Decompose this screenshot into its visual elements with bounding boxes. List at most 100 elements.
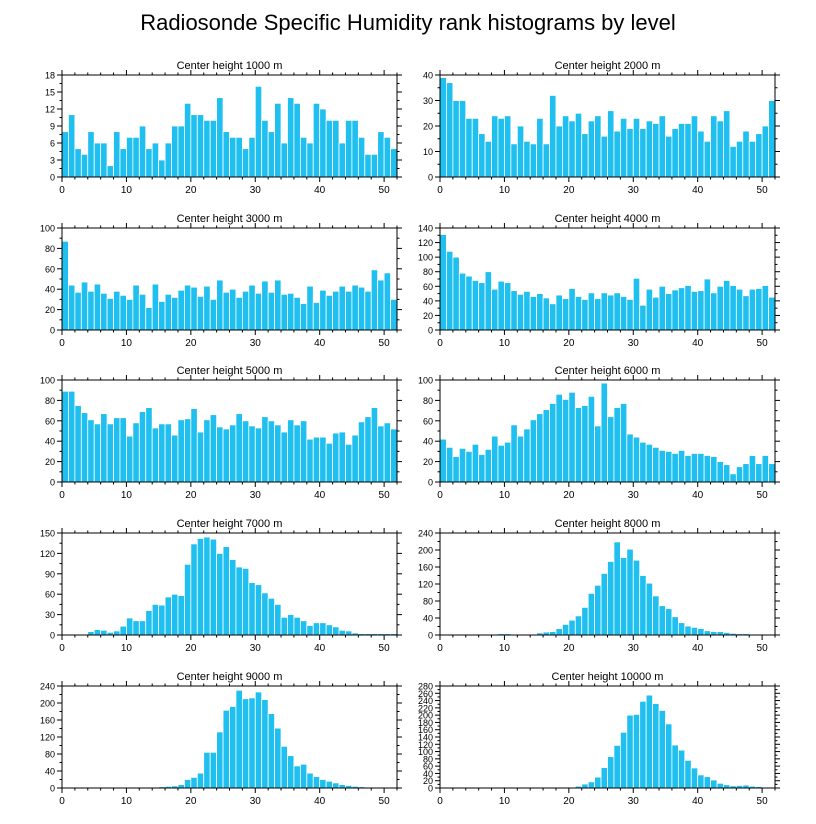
bar — [345, 290, 353, 331]
bar — [536, 117, 544, 178]
bar — [241, 567, 250, 636]
y-tick-label: 12 — [45, 105, 55, 115]
bar — [471, 280, 480, 331]
bar — [364, 153, 372, 178]
bar — [478, 133, 486, 178]
x-tick-label: 10 — [499, 490, 511, 501]
x-tick-label: 20 — [185, 185, 197, 196]
bar — [332, 626, 340, 636]
bar — [684, 455, 692, 483]
bar — [665, 293, 673, 331]
histogram-panel-2: Center height 2000 m 0 10 20 30 40 50 0 10 20 30 40 — [423, 60, 780, 196]
bar — [619, 731, 628, 789]
bar — [145, 610, 153, 636]
bar — [652, 703, 660, 789]
bar — [768, 463, 776, 483]
bar — [325, 294, 333, 331]
bar — [151, 142, 160, 178]
x-tick-label: 0 — [59, 796, 65, 807]
bar — [196, 538, 205, 636]
bar — [138, 620, 147, 636]
bar — [710, 631, 718, 636]
bar — [600, 135, 608, 178]
y-tick-label: 0 — [428, 631, 433, 641]
bar — [510, 290, 518, 331]
y-tick-label: 20 — [423, 457, 433, 467]
histogram-panel-6: Center height 6000 m 0 10 20 30 40 50 0 20 40 60 80… — [418, 365, 780, 501]
bar — [497, 117, 505, 178]
panel-title: Center height 10000 m — [552, 671, 664, 683]
y-tick-label: 60 — [45, 590, 55, 600]
bar — [203, 419, 211, 483]
bar — [222, 131, 230, 178]
bar — [209, 119, 218, 178]
bar — [626, 714, 634, 789]
bar — [293, 616, 301, 636]
bar — [549, 303, 557, 331]
panel-title: Center height 3000 m — [177, 213, 283, 225]
bar — [229, 136, 237, 178]
bar — [293, 296, 301, 331]
bar — [306, 285, 314, 331]
bar — [671, 289, 679, 331]
x-tick-label: 20 — [563, 490, 575, 501]
bar — [645, 120, 653, 178]
y-tick-label: 10 — [423, 147, 433, 157]
bar — [729, 145, 737, 178]
bar — [768, 296, 776, 331]
histogram-panel-9: Center height 9000 m 0 10 20 30 40 50 0 40 80 120 1… — [40, 671, 402, 807]
bar — [619, 403, 628, 483]
bar — [132, 136, 140, 178]
x-tick-label: 20 — [185, 643, 197, 654]
bar — [306, 625, 314, 636]
y-tick-label: 200 — [418, 546, 433, 556]
bar — [491, 115, 499, 178]
bar — [665, 723, 673, 789]
y-tick-label: 20 — [45, 457, 55, 467]
x-tick-label: 50 — [757, 643, 769, 654]
bar — [665, 450, 673, 483]
bar — [716, 461, 724, 483]
bar — [312, 102, 321, 178]
bar — [126, 617, 134, 636]
bar — [280, 293, 288, 331]
bar — [119, 625, 127, 636]
bar — [151, 283, 160, 331]
x-tick-label: 40 — [692, 643, 704, 654]
bar — [287, 419, 295, 483]
bar — [697, 130, 705, 178]
y-tick-label: 150 — [40, 529, 55, 539]
bar — [446, 446, 454, 483]
bar — [665, 135, 673, 178]
bar — [229, 424, 237, 483]
x-tick-label: 50 — [757, 185, 769, 196]
bar — [87, 290, 95, 331]
bar — [74, 148, 82, 178]
figure-title: Radiosonde Specific Humidity rank histog… — [140, 10, 676, 35]
bar — [68, 284, 76, 331]
bar — [626, 433, 634, 483]
bar — [319, 779, 327, 789]
bar — [190, 776, 198, 789]
panel-title: Center height 6000 m — [555, 365, 661, 377]
bar — [267, 291, 275, 331]
bar — [113, 290, 121, 331]
bar — [299, 620, 308, 636]
bar — [209, 751, 218, 789]
bar — [710, 115, 718, 178]
bar — [338, 142, 346, 178]
y-tick-label: 120 — [418, 740, 433, 750]
y-tick-label: 15 — [45, 88, 55, 98]
bar — [710, 292, 718, 331]
bar — [697, 628, 705, 636]
bar — [177, 784, 185, 789]
bar — [61, 240, 69, 331]
bar — [703, 630, 711, 636]
bar — [216, 731, 224, 789]
bar — [209, 538, 218, 636]
bar — [562, 398, 570, 483]
bar — [100, 629, 108, 636]
bar — [703, 140, 711, 178]
x-tick-label: 50 — [379, 338, 391, 349]
bar — [261, 699, 269, 789]
